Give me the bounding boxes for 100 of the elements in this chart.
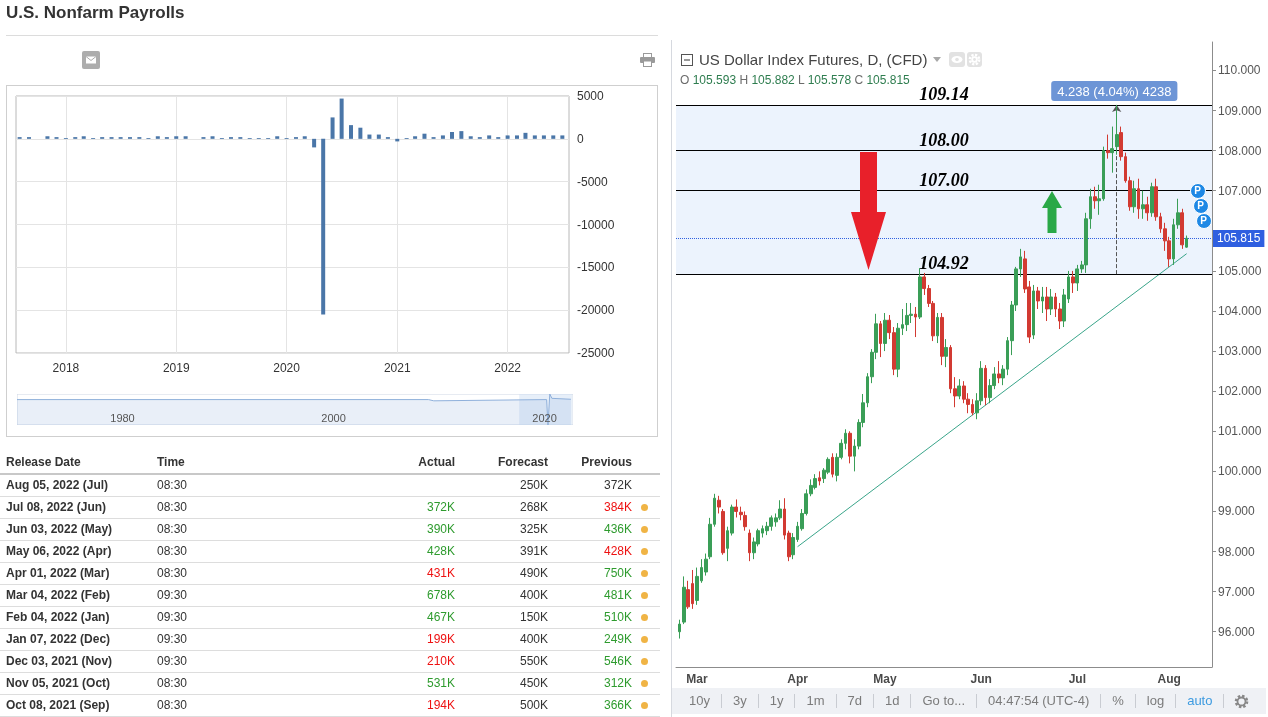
bar [532, 135, 537, 139]
bar [339, 98, 344, 139]
candlestick [1106, 134, 1110, 160]
bar [330, 117, 335, 139]
bar [275, 136, 280, 139]
data-label: 09:30 [157, 609, 188, 626]
data-label: 150K [519, 609, 548, 626]
candlestick [914, 306, 917, 338]
y-tick-label: -20000 [577, 303, 615, 318]
ref-line-label: 105.815 [1217, 231, 1261, 246]
y-tick-label: 107.000 [1218, 183, 1262, 198]
candlestick [1180, 208, 1184, 250]
candlestick [1045, 286, 1049, 322]
bar [349, 125, 353, 139]
data-label: 09:30 [157, 587, 188, 604]
x-tick-label: Jul [1068, 672, 1087, 686]
data-label: 431K [426, 565, 455, 582]
candlestick [678, 619, 681, 640]
candlestick [997, 360, 1001, 384]
legend-label: Time [157, 455, 185, 469]
text: Release Date [6, 455, 81, 469]
bar [413, 136, 418, 139]
data-label: 467K [426, 609, 455, 626]
candlestick [1110, 126, 1114, 174]
candlestick [1150, 182, 1154, 218]
bar [551, 135, 556, 139]
chart-title: U.S. Nonfarm Payrolls [6, 3, 185, 23]
bar [505, 135, 510, 139]
candlestick [1093, 186, 1097, 210]
x-tick-label: Jun [970, 672, 992, 686]
ref-line-label: 109.14 [919, 83, 969, 104]
data-label: 08:30 [157, 697, 188, 714]
bar [321, 138, 326, 315]
y-tick-label: -25000 [577, 346, 615, 360]
y-tick-label: 108.000 [1218, 143, 1262, 158]
data-label: 08:30 [157, 675, 188, 692]
category-label: Aug 05, 2022 (Jul) [6, 477, 109, 494]
candlestick [1145, 196, 1149, 222]
candlestick [879, 320, 882, 358]
data-label: 08:30 [157, 565, 188, 582]
bar [367, 134, 372, 139]
data-label: 450K [519, 675, 548, 692]
candlestick [1185, 235, 1188, 249]
candlestick [984, 364, 987, 406]
y-tick-label: 97.000 [1218, 584, 1256, 599]
candlestick [721, 508, 725, 556]
y-tick-label: 102.000 [1218, 384, 1262, 399]
data-label: 500K [519, 697, 548, 714]
y-tick-label: -5000 [577, 174, 609, 189]
category-label: Oct 08, 2021 (Sep) [6, 697, 110, 714]
candlestick [944, 338, 948, 368]
data-label: 490K [519, 565, 548, 582]
data-label: 09:30 [157, 631, 188, 648]
candlestick [743, 510, 747, 532]
data-label: 546K [603, 653, 632, 670]
bar [422, 133, 427, 139]
candlestick [748, 528, 751, 562]
p-badge: P [1189, 182, 1206, 199]
data-label: 250K [519, 477, 548, 494]
ref-line-label: 107.00 [919, 169, 969, 190]
x-tick-label: Mar [686, 672, 708, 686]
data-label: 428K [426, 543, 455, 560]
data-label: 550K [519, 653, 548, 670]
candlestick [831, 452, 834, 478]
y-tick-label: 105.000 [1218, 263, 1262, 278]
category-label: Nov 05, 2021 (Oct) [6, 675, 111, 692]
bar [302, 136, 307, 139]
x-tick-label: 2020 [273, 361, 301, 375]
category-label: Jun 03, 2022 (May) [6, 521, 113, 538]
candlestick [1137, 178, 1140, 220]
x-tick-label: 1980 [110, 411, 135, 424]
candlestick [936, 312, 939, 344]
bar [468, 136, 473, 139]
category-label: Apr 01, 2022 (Mar) [6, 565, 110, 582]
bar [487, 135, 492, 139]
y-tick-label: 96.000 [1218, 624, 1256, 639]
candlestick [1032, 284, 1035, 340]
category-label: Mar 04, 2022 (Feb) [6, 587, 111, 604]
candlestick [883, 312, 887, 352]
x-tick-label: 2018 [52, 361, 80, 375]
data-label: 531K [426, 675, 455, 692]
data-label: 08:30 [157, 521, 188, 538]
candlestick [1141, 190, 1145, 220]
bar [312, 138, 317, 148]
bar [210, 136, 215, 139]
data-label: 384K [603, 499, 632, 516]
y-tick-label: -10000 [577, 217, 615, 232]
bar [183, 136, 188, 139]
category-label: Feb 04, 2022 (Jan) [6, 609, 110, 626]
x-tick-label: 2000 [321, 411, 346, 424]
candlestick [1132, 180, 1136, 214]
bar [560, 135, 565, 139]
x-tick-label: 2019 [162, 361, 190, 375]
category-label: Dec 03, 2021 (Nov) [6, 653, 113, 670]
legend-label: Forecast [497, 455, 548, 469]
toolbar: 10y 3y 1y 1m 7d 1d Go to... 04:47:54 (UTC-4) % log auto [672, 688, 1266, 714]
x-tick-label: 2020 [532, 411, 557, 424]
bar [45, 136, 50, 139]
candlestick [905, 302, 909, 332]
candlestick [1071, 270, 1075, 294]
